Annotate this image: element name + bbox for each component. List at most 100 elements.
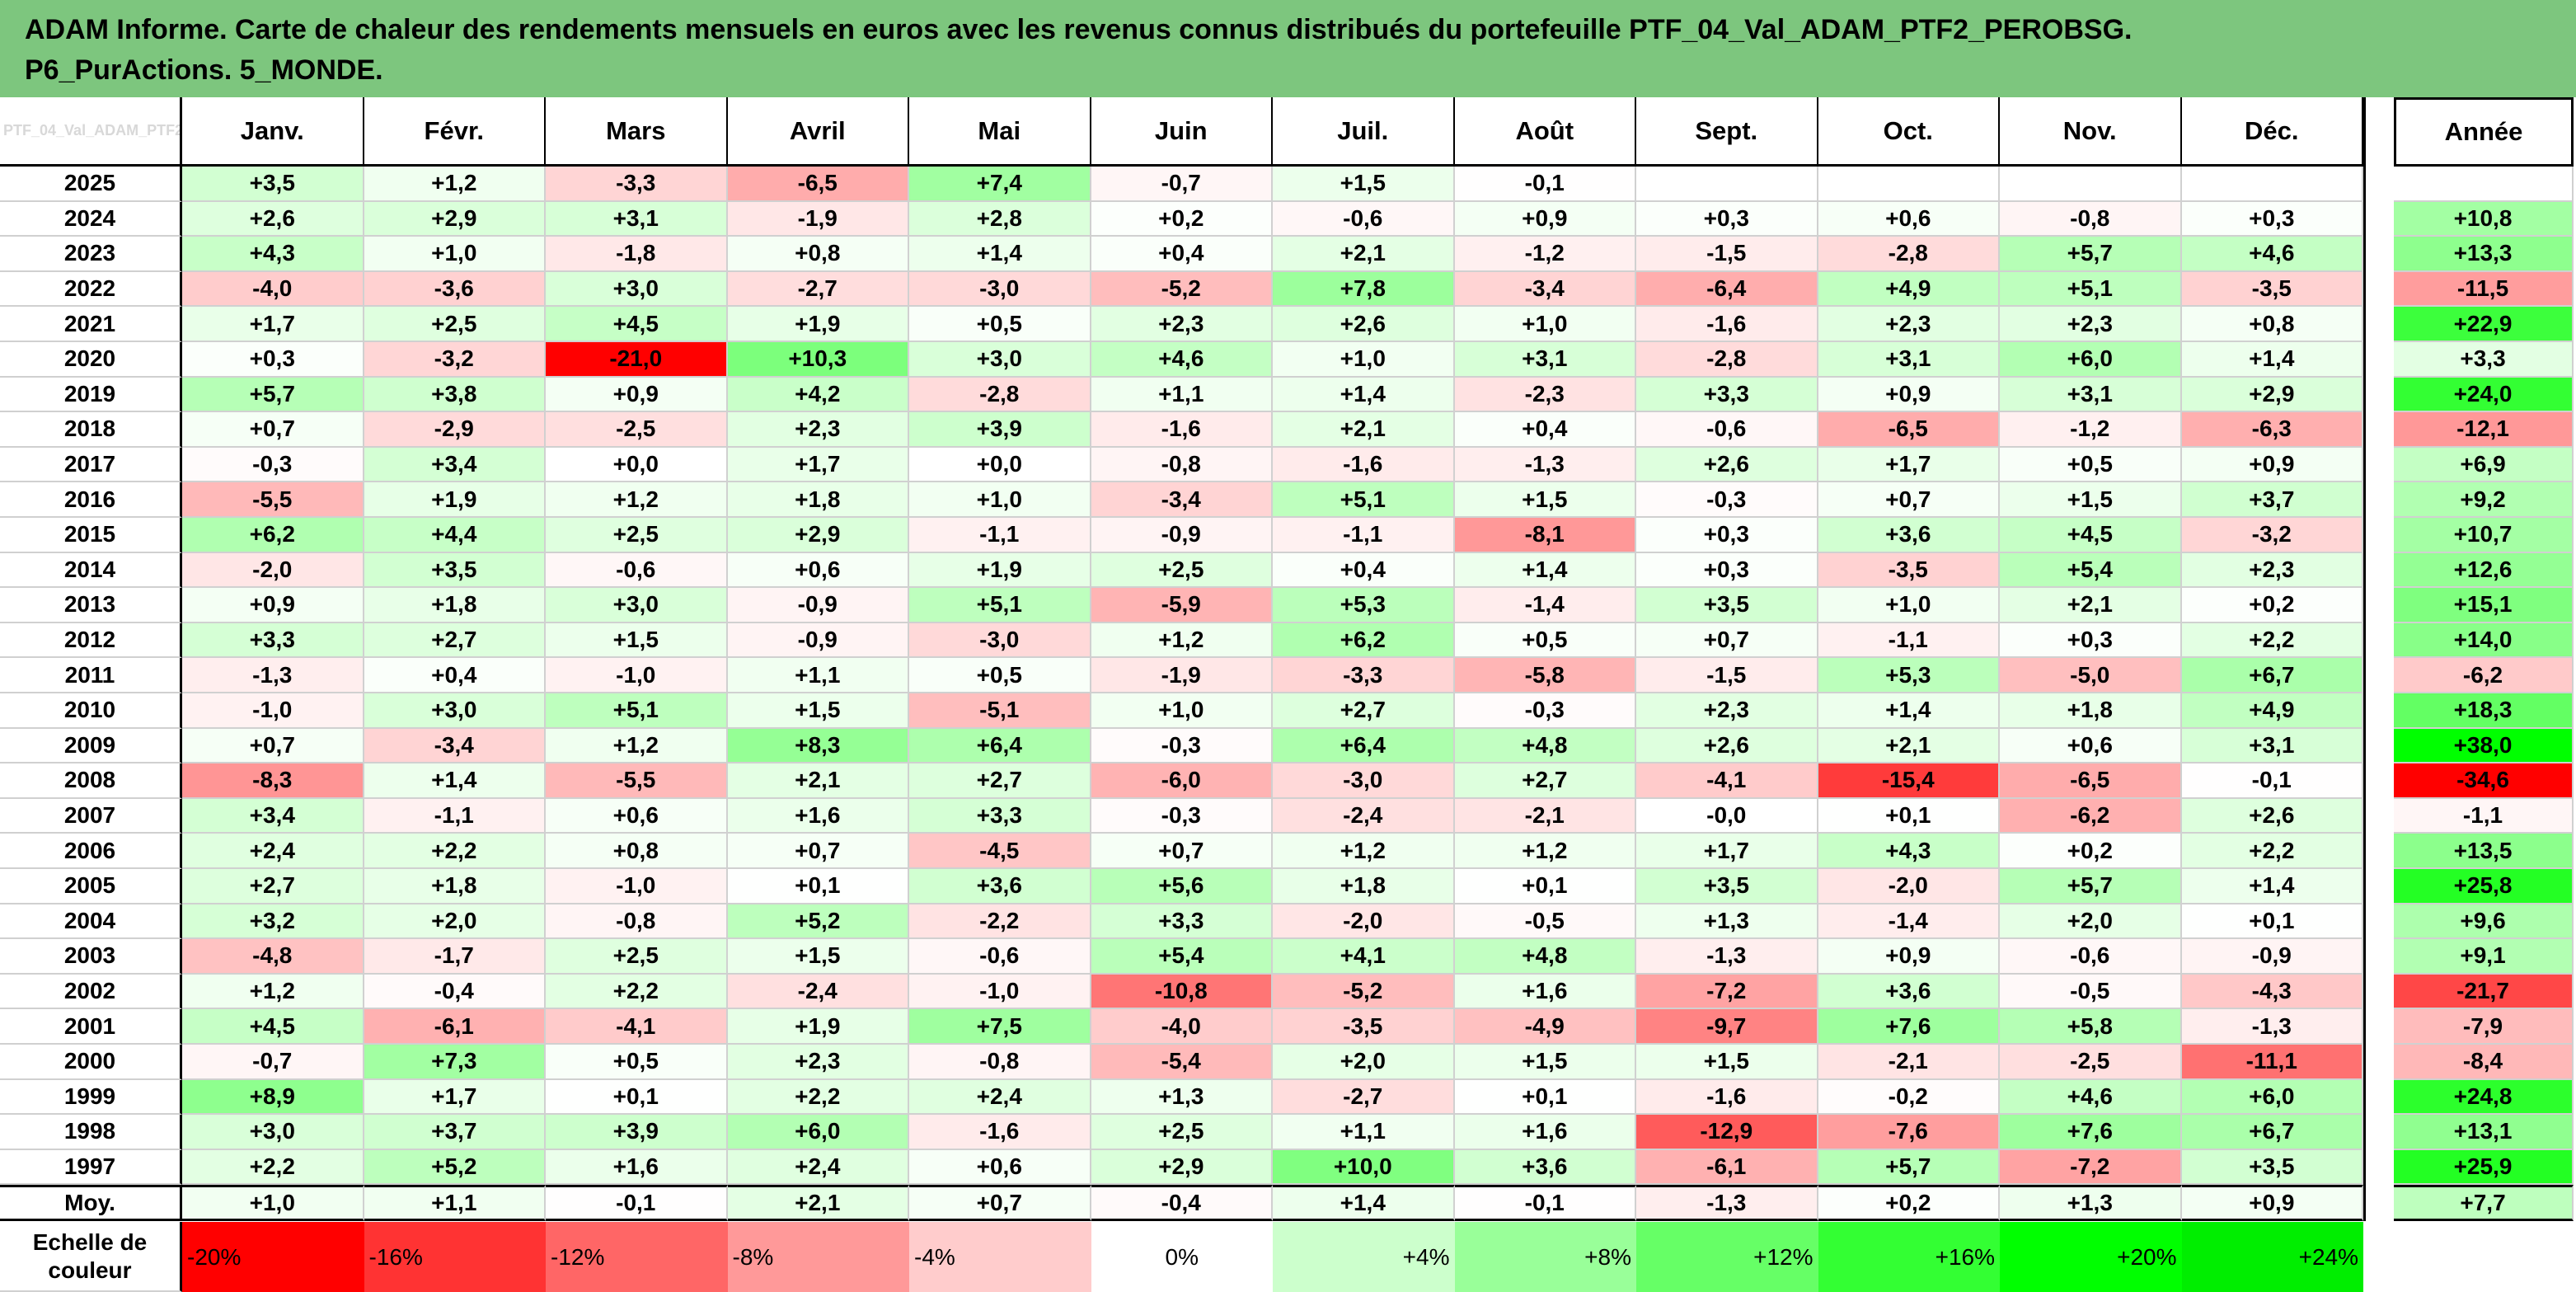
heatmap-cell: +5,1	[2000, 271, 2182, 308]
heatmap-cell: +2,7	[1273, 693, 1455, 729]
heatmap-cell: +1,0	[1818, 588, 2000, 623]
heatmap-cell: -6,5	[2000, 763, 2182, 799]
heatmap-cell: +0,7	[727, 834, 909, 869]
heatmap-cell: -3,0	[909, 271, 1091, 308]
heatmap-cell: -4,0	[1091, 1009, 1273, 1045]
heatmap-cell: +1,3	[1636, 904, 1818, 940]
heatmap-cell: -0,8	[909, 1045, 1091, 1080]
heatmap-cell: -2,8	[1636, 342, 1818, 378]
heatmap-cell: +1,4	[2181, 869, 2363, 904]
month-header: Oct.	[1818, 97, 2000, 167]
heatmap-cell: -2,0	[1818, 869, 2000, 904]
heatmap-cell: -1,7	[364, 939, 546, 975]
heatmap-cell: +2,3	[727, 412, 909, 448]
heatmap-cell: -3,5	[1818, 552, 2000, 589]
year-label: 1998	[0, 1115, 182, 1150]
heatmap-cell: -3,5	[1273, 1009, 1455, 1045]
month-header: Mai	[909, 97, 1091, 167]
heatmap-cell: -2,5	[546, 412, 728, 448]
heatmap-cell: +3,0	[364, 693, 546, 729]
month-header: Févr.	[364, 97, 546, 167]
color-scale-swatch: -16%	[364, 1222, 546, 1292]
heatmap-cell: +2,0	[1273, 1045, 1455, 1080]
heatmap-cell: +0,9	[2181, 447, 2363, 483]
heatmap-cell: -0,2	[1818, 1079, 2000, 1116]
month-header: Déc.	[2181, 97, 2363, 167]
heatmap-cell: +0,4	[1454, 412, 1636, 448]
heatmap-cell: +3,1	[546, 201, 728, 237]
heatmap-cell: +4,8	[1454, 939, 1636, 975]
heatmap-cell: -2,4	[1273, 798, 1455, 834]
heatmap-cell: -0,1	[2181, 763, 2363, 799]
annual-cell: +13,1	[2394, 1115, 2574, 1150]
color-scale-swatch: +8%	[1454, 1222, 1636, 1292]
heatmap-cell: +0,2	[2181, 588, 2363, 623]
color-scale-swatch: +12%	[1636, 1222, 1818, 1292]
heatmap-cell: -1,1	[364, 798, 546, 834]
color-scale-swatch: +4%	[1273, 1222, 1455, 1292]
heatmap-cell: +2,5	[546, 518, 728, 553]
heatmap-cell: -1,6	[1273, 447, 1455, 483]
year-label: 2024	[0, 201, 182, 237]
annual-cell: +24,0	[2394, 377, 2574, 413]
heatmap-cell: +0,7	[1091, 834, 1273, 869]
heatmap-cell: +3,5	[182, 167, 364, 202]
month-header: Sept.	[1636, 97, 1818, 167]
heatmap-cell: -0,8	[1091, 447, 1273, 483]
heatmap-cell: +2,3	[1818, 307, 2000, 342]
heatmap-cell: +1,4	[1454, 552, 1636, 589]
heatmap-cell: -3,0	[1273, 763, 1455, 799]
year-label: 2010	[0, 693, 182, 729]
page-title: ADAM Informe. Carte de chaleur des rende…	[0, 0, 2576, 97]
corner-cell: PTF_04_Val_ADAM_PTF2_PEROBSG	[0, 97, 182, 167]
heatmap-cell: -5,2	[1091, 271, 1273, 308]
heatmap-cell: +1,8	[364, 588, 546, 623]
annual-cell: +25,9	[2394, 1149, 2574, 1186]
heatmap-cell: -2,4	[727, 974, 909, 1010]
year-label: 2017	[0, 447, 182, 483]
heatmap-cell: +4,3	[182, 237, 364, 272]
heatmap-cell	[2181, 167, 2363, 202]
heatmap-cell: +4,5	[182, 1009, 364, 1045]
heatmap-cell: +0,0	[909, 447, 1091, 483]
heatmap-cell: +0,7	[1818, 482, 2000, 518]
annual-cell: +6,9	[2394, 447, 2574, 483]
heatmap-cell: -2,8	[1818, 237, 2000, 272]
heatmap-cell: +7,6	[1818, 1009, 2000, 1045]
year-label: 2011	[0, 658, 182, 693]
average-cell: +0,9	[2181, 1185, 2363, 1222]
heatmap-cell: +3,9	[909, 412, 1091, 448]
heatmap-cell: +0,6	[546, 798, 728, 834]
heatmap-cell: +1,7	[727, 447, 909, 483]
heatmap-cell: -0,6	[1636, 412, 1818, 448]
heatmap-cell: +2,6	[2181, 798, 2363, 834]
heatmap-cell: +2,8	[909, 201, 1091, 237]
heatmap-cell: -3,2	[364, 342, 546, 378]
heatmap-cell: +5,1	[1273, 482, 1455, 518]
average-cell: +1,0	[182, 1185, 364, 1222]
heatmap-cell: +7,8	[1273, 271, 1455, 308]
heatmap-cell: +2,1	[2000, 588, 2182, 623]
color-scale-swatch: -12%	[546, 1222, 728, 1292]
heatmap-cell: -0,3	[1636, 482, 1818, 518]
heatmap-cell: +1,4	[364, 763, 546, 799]
heatmap-cell: -1,0	[546, 658, 728, 693]
heatmap-cell: +3,5	[2181, 1149, 2363, 1186]
heatmap-cell: -6,1	[1636, 1149, 1818, 1186]
heatmap-cell: +1,5	[1454, 482, 1636, 518]
year-label: 2007	[0, 798, 182, 834]
color-scale-swatch: +16%	[1818, 1222, 2000, 1292]
heatmap-cell: +0,8	[546, 834, 728, 869]
heatmap-cell: +1,4	[2181, 342, 2363, 378]
heatmap-cell: -1,6	[1091, 412, 1273, 448]
heatmap-cell: +1,6	[546, 1149, 728, 1186]
heatmap-cell: -0,5	[1454, 904, 1636, 940]
average-cell: +2,1	[727, 1185, 909, 1222]
heatmap-cell: +7,6	[2000, 1115, 2182, 1150]
heatmap-cell: -3,3	[546, 167, 728, 202]
year-label: 2013	[0, 588, 182, 623]
year-label: 2008	[0, 763, 182, 799]
heatmap-cell: +3,8	[364, 377, 546, 413]
heatmap-cell: +1,8	[364, 869, 546, 904]
heatmap-cell: +6,0	[2181, 1079, 2363, 1116]
